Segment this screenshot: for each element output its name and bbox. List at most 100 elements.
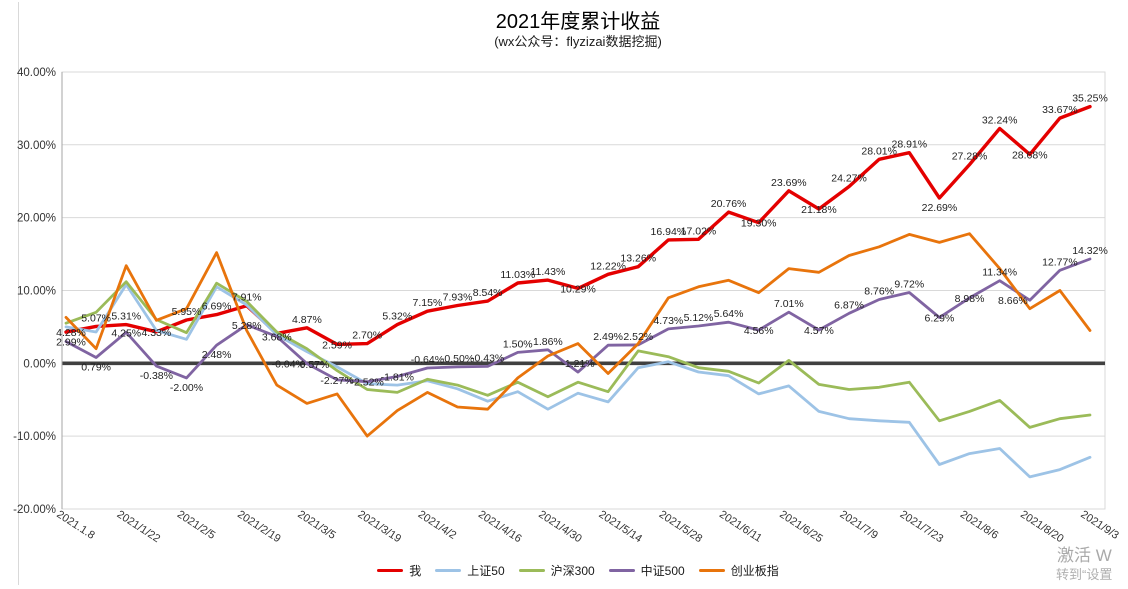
chart-title: 2021年度累计收益 <box>495 11 661 33</box>
data-label-我: 4.28% <box>56 327 86 339</box>
data-label-我: 8.54% <box>473 287 503 299</box>
data-label-我: 7.93% <box>443 292 473 304</box>
legend-swatch <box>377 569 404 572</box>
x-tick-label: 2021/5/28 <box>657 508 705 545</box>
data-label-中证500: 8.76% <box>864 286 894 298</box>
data-label-中证500: 9.72% <box>894 279 924 291</box>
data-label-我: 22.69% <box>922 202 958 214</box>
data-label-我: 5.95% <box>172 306 202 318</box>
legend-label: 中证500 <box>640 564 685 578</box>
y-tick-label: -20.00% <box>13 504 56 516</box>
series-line-沪深300 <box>64 280 1092 429</box>
series-line-创业板指 <box>64 232 1092 438</box>
data-label-中证500: 12.77% <box>1042 256 1078 268</box>
data-label-extra: 0.57% <box>300 359 330 371</box>
x-tick-label: 2021.1.8 <box>54 508 96 541</box>
data-label-中证500: 11.34% <box>982 267 1017 279</box>
y-tick-label: 10.00% <box>17 285 56 297</box>
x-tick-label: 2021/1/22 <box>115 508 163 545</box>
legend-swatch <box>608 569 635 572</box>
data-label-我: 11.43% <box>530 266 565 278</box>
data-label-我: 4.33% <box>141 327 171 339</box>
data-label-中证500: -2.52% <box>351 377 384 389</box>
data-label-我: 28.68% <box>1012 149 1048 161</box>
data-label-我: 35.25% <box>1072 93 1108 105</box>
chart-frame-border <box>18 2 19 585</box>
data-label-中证500: 5.28% <box>232 320 262 332</box>
legend-item-创业板指: 创业板指 <box>698 562 779 579</box>
x-tick-label: 2021/5/14 <box>596 508 644 545</box>
x-tick-label: 2021/4/2 <box>416 508 458 541</box>
legend-item-中证500: 中证500 <box>608 562 685 579</box>
data-label-我: 28.91% <box>891 139 927 151</box>
data-label-我: 21.18% <box>801 204 837 216</box>
data-label-中证500: -0.43% <box>471 352 504 364</box>
x-tick-label: 2021/6/25 <box>777 508 825 545</box>
data-label-中证500: 4.73% <box>653 315 683 327</box>
legend-label: 我 <box>409 564 422 578</box>
data-label-中证500: 1.50% <box>503 338 533 350</box>
data-label-我: 16.94% <box>651 226 687 238</box>
x-tick-label: 2021/2/19 <box>235 508 283 545</box>
legend-item-我: 我 <box>377 562 421 579</box>
data-label-我: 5.31% <box>111 311 141 323</box>
y-tick-label: 30.00% <box>17 140 56 152</box>
x-tick-label: 2021/6/11 <box>717 508 764 544</box>
data-label-我: 32.24% <box>982 114 1018 126</box>
data-label-中证500: 3.68% <box>262 331 292 343</box>
x-tick-label: 2021/3/19 <box>356 508 404 545</box>
data-label-中证500: -0.38% <box>140 370 173 382</box>
y-tick-label: 40.00% <box>17 67 56 79</box>
data-label-中证500: -0.64% <box>411 354 444 366</box>
data-label-我: 23.69% <box>771 177 807 189</box>
data-label-我: 27.28% <box>952 151 988 163</box>
data-label-我: 24.27% <box>831 173 867 185</box>
y-tick-label: 0.00% <box>23 358 56 370</box>
data-label-中证500: 4.25% <box>111 327 141 339</box>
x-tick-label: 2021/2/5 <box>175 508 217 541</box>
data-label-中证500: 2.52% <box>623 331 653 343</box>
legend-label: 创业板指 <box>730 564 779 578</box>
data-label-中证500: -0.50% <box>441 353 474 365</box>
data-label-我: 7.91% <box>232 292 262 304</box>
data-label-中证500: -2.27% <box>320 375 353 387</box>
data-label-我: 10.29% <box>560 283 596 295</box>
data-label-我: 20.76% <box>711 198 747 210</box>
data-label-我: 5.32% <box>382 311 412 323</box>
data-label-中证500: 6.29% <box>925 312 955 324</box>
data-label-中证500: 0.79% <box>81 362 111 374</box>
data-label-我: 19.30% <box>741 218 777 230</box>
legend-swatch <box>435 569 462 572</box>
data-label-中证500: 2.48% <box>202 349 232 361</box>
legend-item-沪深300: 沪深300 <box>518 562 595 579</box>
x-tick-label: 2021/8/6 <box>958 508 1000 541</box>
data-label-我: 33.67% <box>1042 104 1078 116</box>
data-label-中证500: -2.00% <box>170 382 203 394</box>
chart-legend: 我 上证50 沪深300 中证500 创业板指 <box>0 562 1128 579</box>
data-label-中证500: 2.99% <box>56 337 86 349</box>
y-tick-label: -10.00% <box>13 431 56 443</box>
data-label-中证500: 5.12% <box>684 312 714 324</box>
x-tick-label: 2021/9/3 <box>1078 508 1120 541</box>
data-label-我: 6.69% <box>202 301 232 313</box>
data-label-中证500: 14.32% <box>1072 245 1108 257</box>
data-label-我: 2.59% <box>322 339 352 351</box>
windows-activation-watermark: 激活 W <box>1057 546 1112 565</box>
chart-subtitle: (wx公众号：flyzizai数据挖掘) <box>494 34 662 49</box>
legend-swatch <box>518 569 545 572</box>
x-tick-label: 2021/3/5 <box>295 508 337 541</box>
x-tick-label: 2021/4/16 <box>476 508 524 545</box>
legend-label: 沪深300 <box>550 564 595 578</box>
data-label-我: 2.70% <box>352 330 382 342</box>
data-label-中证500: -1.81% <box>381 371 414 383</box>
series-line-中证500 <box>64 257 1092 384</box>
data-label-我: 7.15% <box>413 297 443 309</box>
data-label-我: 17.02% <box>681 225 717 237</box>
windows-activation-watermark-hint: 转到“设置 <box>1056 567 1113 582</box>
series-line-上证50 <box>64 283 1092 479</box>
x-tick-label: 2021/8/20 <box>1018 508 1066 545</box>
series-line-我 <box>64 104 1092 347</box>
data-label-我: 11.03% <box>500 269 535 281</box>
